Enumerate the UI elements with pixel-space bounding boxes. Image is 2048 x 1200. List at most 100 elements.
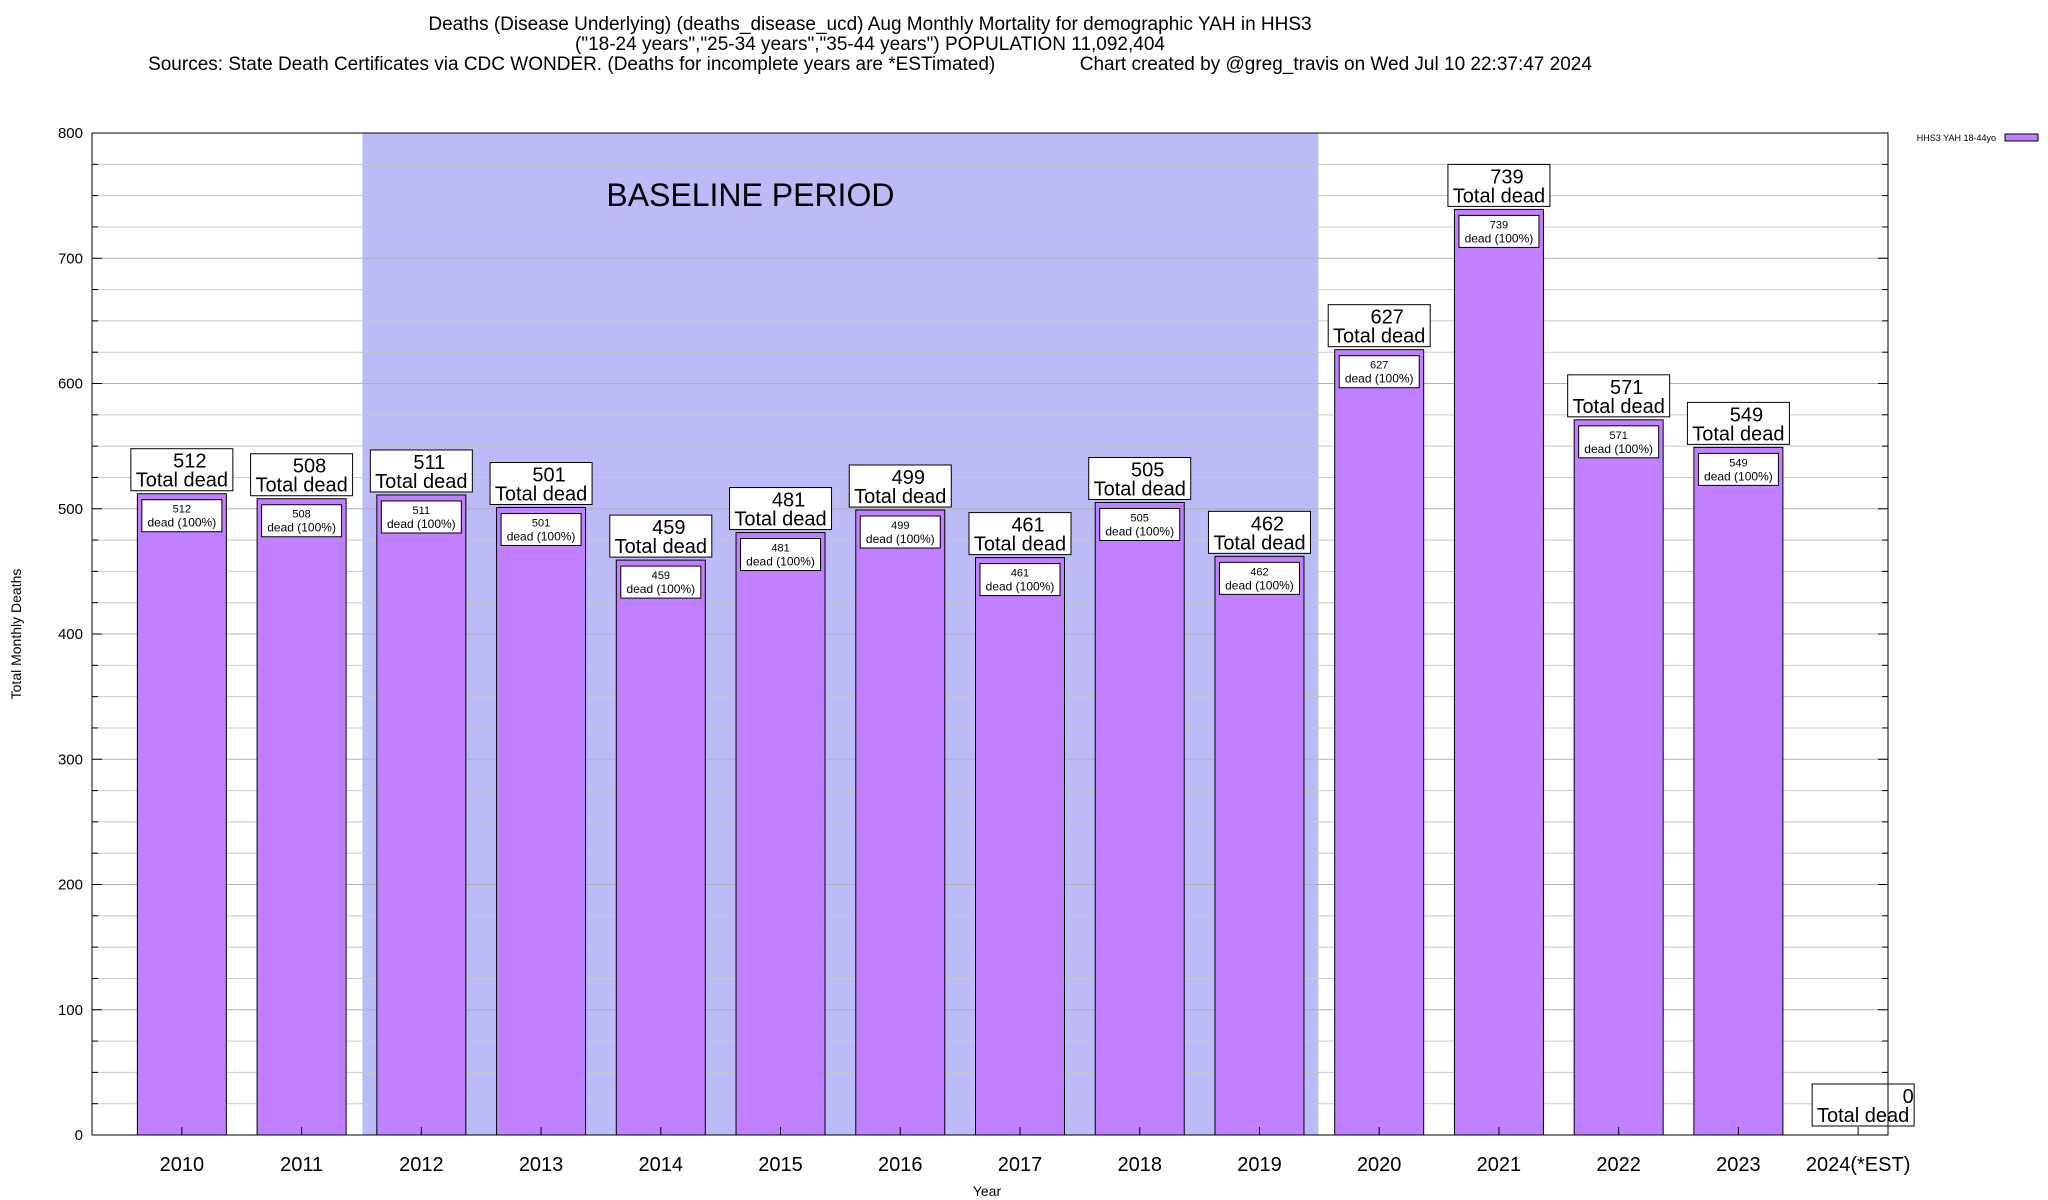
x-tick-label: 2011 — [280, 1154, 323, 1176]
bar-value-label: 0 — [1903, 1086, 1914, 1108]
inner-label-box — [500, 512, 582, 546]
bar-value-label: 462 — [1251, 513, 1284, 535]
outer-label-box — [1811, 1083, 1915, 1127]
inner-value-label: 505 — [1131, 512, 1149, 524]
inner-value-label: 571 — [1609, 430, 1627, 442]
bar — [256, 498, 347, 1136]
bar-total-dead-label: Total dead — [136, 470, 228, 492]
outer-label-box — [1447, 163, 1551, 207]
inner-label-box — [1099, 507, 1181, 541]
inner-dead-label: dead (100%) — [1465, 231, 1534, 245]
bar — [376, 494, 467, 1136]
bar-value-label: 549 — [1730, 404, 1763, 426]
x-tick-label: 2016 — [878, 1154, 923, 1176]
inner-label-box — [740, 538, 822, 572]
outer-label-box — [968, 512, 1072, 556]
bar — [975, 557, 1065, 1136]
x-tick-label: 2012 — [399, 1154, 444, 1176]
y-tick-label: 100 — [58, 1002, 83, 1019]
inner-dead-label: dead (100%) — [866, 532, 935, 546]
inner-dead-label: dead (100%) — [267, 521, 336, 535]
x-axis-label: Year — [973, 1183, 1002, 1199]
y-tick-label: 600 — [58, 376, 83, 393]
inner-value-label: 461 — [1011, 568, 1029, 580]
inner-dead-label: dead (100%) — [746, 555, 815, 569]
bar-total-dead-label: Total dead — [1213, 532, 1305, 554]
bar-total-dead-label: Total dead — [1333, 326, 1425, 348]
inner-dead-label: dead (100%) — [148, 516, 217, 530]
bar — [1693, 446, 1784, 1136]
inner-dead-label: dead (100%) — [986, 580, 1055, 594]
outer-label-box — [729, 487, 833, 531]
x-tick-label: 2020 — [1357, 1154, 1402, 1176]
plot-frame — [91, 132, 1889, 1136]
legend-label: HHS3 YAH 18-44yo — [1917, 133, 1996, 143]
chart-title: Deaths (Disease Underlying) (deaths_dise… — [428, 14, 1312, 35]
bar-total-dead-label: Total dead — [495, 483, 587, 505]
x-tick-label: 2014 — [639, 1154, 684, 1176]
inner-dead-label: dead (100%) — [1225, 578, 1294, 592]
x-tick-label: 2017 — [998, 1154, 1043, 1176]
inner-value-label: 512 — [173, 504, 191, 516]
outer-label-box — [609, 514, 713, 558]
bar-value-label: 459 — [652, 517, 685, 539]
inner-dead-label: dead (100%) — [626, 582, 695, 596]
inner-value-label: 481 — [771, 543, 789, 555]
x-tick-label: 2015 — [758, 1154, 803, 1176]
bar-value-label: 499 — [892, 467, 925, 489]
bar-value-label: 627 — [1371, 307, 1404, 329]
bar — [1214, 555, 1305, 1136]
inner-label-box — [1697, 452, 1779, 486]
bar — [735, 532, 826, 1136]
outer-label-box — [1327, 304, 1431, 348]
inner-value-label: 501 — [532, 517, 550, 529]
outer-label-box — [1567, 374, 1671, 418]
bar-value-label: 571 — [1610, 377, 1643, 399]
inner-label-box — [380, 500, 462, 534]
outer-label-box — [130, 448, 234, 492]
bar-total-dead-label: Total dead — [974, 534, 1066, 556]
bar-total-dead-label: Total dead — [255, 475, 347, 497]
bar-value-label: 508 — [293, 456, 326, 478]
x-tick-label: 2010 — [160, 1154, 205, 1176]
y-tick-label: 400 — [58, 626, 83, 643]
bar-total-dead-label: Total dead — [1453, 185, 1545, 207]
outer-label-box — [369, 449, 473, 493]
inner-value-label: 549 — [1729, 457, 1747, 469]
x-tick-label: 2022 — [1596, 1154, 1641, 1176]
bar — [1573, 419, 1664, 1136]
bar — [615, 559, 706, 1136]
chart-sources-line: Sources: State Death Certificates via CD… — [148, 54, 1592, 75]
outer-label-box — [1088, 456, 1192, 500]
inner-label-box — [1218, 561, 1300, 595]
inner-dead-label: dead (100%) — [1704, 469, 1773, 483]
x-tick-label: 2024(*EST) — [1806, 1154, 1911, 1176]
x-tick-label: 2013 — [519, 1154, 564, 1176]
legend-swatch — [2004, 133, 2039, 142]
bar-total-dead-label: Total dead — [375, 471, 467, 493]
x-tick-label: 2021 — [1477, 1154, 1522, 1176]
bar-value-label: 512 — [173, 451, 206, 473]
inner-label-box — [1338, 355, 1420, 389]
outer-label-box — [1686, 401, 1790, 445]
bar-total-dead-label: Total dead — [1094, 478, 1186, 500]
bar — [1334, 349, 1425, 1136]
y-tick-label: 500 — [58, 501, 83, 518]
inner-dead-label: dead (100%) — [1345, 372, 1414, 386]
outer-label-box — [250, 453, 354, 497]
inner-label-box — [141, 499, 223, 533]
bar — [1453, 208, 1544, 1136]
outer-label-box — [1207, 510, 1311, 554]
y-axis-label: Total Monthly Deaths — [8, 569, 24, 700]
chart-subtitle: ("18-24 years","25-34 years","35-44 year… — [575, 34, 1165, 55]
inner-value-label: 459 — [652, 570, 670, 582]
bar-value-label: 481 — [772, 490, 805, 512]
inner-value-label: 511 — [413, 505, 431, 517]
bar-total-dead-label: Total dead — [1817, 1105, 1909, 1127]
bar — [1094, 501, 1185, 1136]
bar-total-dead-label: Total dead — [1573, 396, 1665, 418]
inner-label-box — [620, 565, 702, 599]
x-tick-label: 2018 — [1117, 1154, 1162, 1176]
bar-value-label: 505 — [1131, 459, 1164, 481]
y-tick-label: 200 — [58, 877, 83, 894]
